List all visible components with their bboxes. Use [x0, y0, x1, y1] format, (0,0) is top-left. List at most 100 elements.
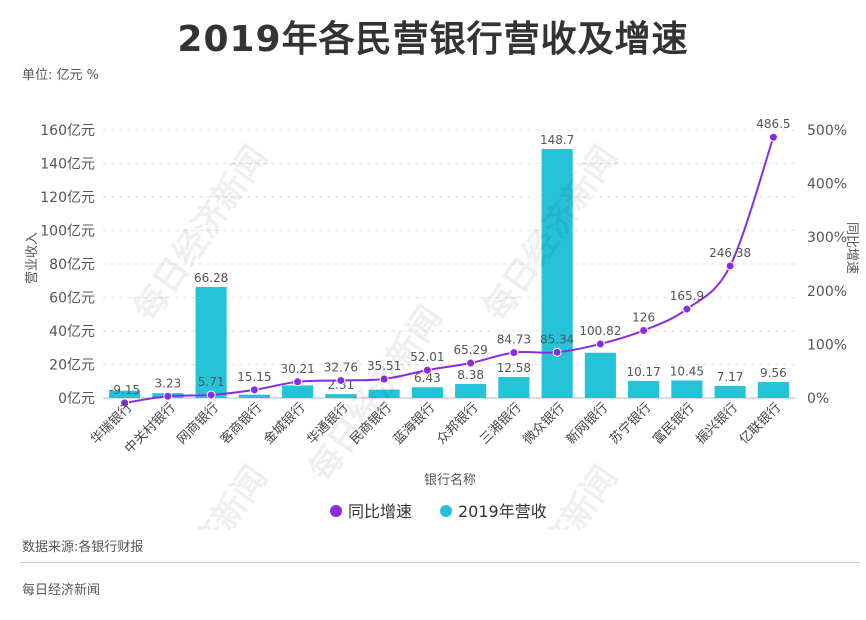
x-tick-label: 富民银行 [650, 400, 698, 448]
growth-value-label: 165.9 [670, 289, 704, 303]
bar-value-label: 12.58 [497, 361, 531, 375]
x-axis-title: 银行名称 [424, 472, 476, 488]
x-tick-label: 网商银行 [175, 400, 222, 447]
growth-point [595, 339, 605, 349]
bar [757, 381, 789, 398]
bar [714, 385, 746, 398]
legend-line-marker [330, 505, 342, 517]
growth-point [725, 261, 735, 271]
growth-value-label: 246.38 [709, 246, 751, 260]
line-series [120, 132, 778, 408]
divider [20, 562, 860, 563]
unit-label: 单位: 亿元 % [22, 68, 99, 83]
x-tick-label: 苏宁银行 [606, 400, 654, 448]
x-tick-label: 新网银行 [563, 400, 611, 448]
y-axis-title: 营业收入 [25, 232, 40, 284]
bar [671, 380, 703, 398]
y2-axis-title: 同比增速 [844, 222, 859, 274]
y2-tick-label: 500% [807, 123, 847, 139]
bar-value-label: 7.17 [717, 370, 744, 384]
x-tick-label: 振兴银行 [694, 400, 741, 447]
watermark-text: 每日经济新闻 [126, 459, 276, 530]
growth-value-label: 15.15 [237, 370, 271, 384]
x-tick-label: 金城银行 [260, 400, 308, 448]
growth-value-label: 100.82 [579, 324, 621, 338]
bar [368, 389, 400, 398]
data-source: 数据来源:各银行财报 [22, 540, 144, 555]
y2-tick-label: 300% [807, 230, 847, 246]
x-tick-label: 蓝海银行 [391, 400, 438, 447]
x-tick-label: 客商银行 [217, 400, 265, 448]
bar-value-label: 9.56 [760, 366, 787, 380]
legend-bar-label: 2019年营收 [458, 502, 547, 521]
growth-point [768, 132, 778, 142]
y-tick-label: 100亿元 [40, 224, 95, 240]
growth-point [552, 347, 562, 357]
y-tick-label: 140亿元 [40, 157, 95, 173]
growth-point [206, 390, 216, 400]
growth-point [682, 304, 692, 314]
y-tick-label: 80亿元 [49, 257, 95, 273]
bar [628, 380, 660, 398]
y2-tick-label: 100% [807, 337, 847, 353]
bar-value-label: 6.43 [414, 371, 441, 385]
bar [584, 352, 616, 398]
growth-point [120, 398, 130, 408]
y2-tick-label: 400% [807, 177, 847, 193]
growth-value-label: 3.23 [155, 376, 182, 390]
y-tick-label: 160亿元 [40, 123, 95, 139]
y-tick-label: 120亿元 [40, 190, 95, 206]
bar-value-label: 66.28 [194, 271, 228, 285]
growth-value-label: 84.73 [497, 333, 531, 347]
growth-point [293, 377, 303, 387]
growth-value-label: 486.5 [756, 117, 790, 131]
bar-value-label: 2.31 [328, 378, 355, 392]
x-tick-label: 微众银行 [521, 400, 568, 447]
bar-value-label: 10.45 [670, 364, 704, 378]
bar [498, 376, 530, 398]
bar [325, 394, 357, 398]
legend-bar-marker [440, 505, 452, 517]
growth-point [422, 365, 432, 375]
growth-point [466, 358, 476, 368]
bar-value-label: 148.7 [540, 133, 574, 147]
growth-point [379, 374, 389, 384]
bar-value-label: 10.17 [626, 365, 660, 379]
growth-point [509, 348, 519, 358]
y-tick-label: 40亿元 [49, 324, 95, 340]
growth-point [639, 325, 649, 335]
bar [109, 390, 141, 398]
x-tick-label: 三湘银行 [477, 400, 524, 447]
growth-value-label: -9.15 [109, 383, 140, 397]
x-tick-label: 亿联银行 [737, 400, 784, 447]
growth-value-label: 126 [632, 310, 655, 324]
bar-value-label: 8.38 [457, 368, 484, 382]
growth-value-label: 52.01 [410, 350, 444, 364]
growth-point [249, 385, 259, 395]
y2-tick-label: 0% [807, 391, 829, 407]
growth-point [163, 391, 173, 401]
growth-point [336, 375, 346, 385]
y-tick-label: 0亿元 [58, 391, 95, 407]
growth-value-label: 65.29 [453, 343, 487, 357]
growth-value-label: 5.71 [198, 375, 225, 389]
y2-tick-label: 200% [807, 284, 847, 300]
page-title: 2019年各民营银行营收及增速 [177, 19, 689, 60]
bar [195, 286, 227, 398]
y-tick-label: 60亿元 [49, 291, 95, 307]
footer-brand: 每日经济新闻 [22, 583, 101, 598]
bar [411, 387, 443, 398]
growth-value-label: 85.34 [540, 332, 574, 346]
legend-line-label: 同比增速 [348, 502, 412, 521]
growth-value-label: 35.51 [367, 359, 401, 373]
x-tick-label: 众邦银行 [434, 400, 481, 447]
legend: 同比增速 2019年营收 [330, 502, 547, 521]
growth-value-label: 30.21 [280, 362, 314, 376]
growth-value-label: 32.76 [324, 360, 358, 374]
bar [238, 394, 270, 398]
bar [455, 383, 487, 398]
bar-data-labels: 66.28 2.31 6.43 8.38 12.58 148.7 10.17 10.45 7.1… [194, 133, 787, 392]
combo-chart: 66.28 2.31 6.43 8.38 12.58 148.7 10.17 10.45 7.1… [25, 117, 859, 530]
bar [282, 385, 314, 398]
line-data-labels: -9.15 3.23 5.71 15.15 30.21 32.76 35.51 52.01 65… [109, 117, 790, 397]
